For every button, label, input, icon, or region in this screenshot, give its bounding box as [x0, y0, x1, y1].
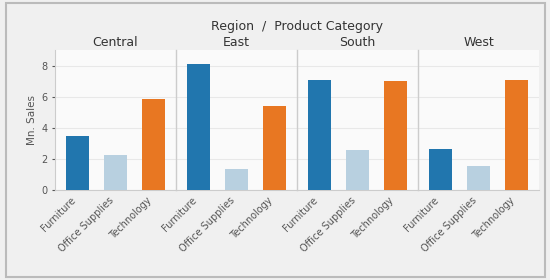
- Bar: [309, 80, 331, 190]
- Bar: [263, 106, 285, 190]
- Bar: [188, 64, 210, 190]
- Bar: [142, 99, 164, 190]
- Bar: [225, 169, 248, 190]
- Title: West: West: [463, 36, 494, 49]
- Bar: [467, 165, 490, 190]
- Title: East: East: [223, 36, 250, 49]
- Y-axis label: Mn. Sales: Mn. Sales: [27, 95, 37, 145]
- Bar: [384, 81, 406, 190]
- Title: Central: Central: [93, 36, 138, 49]
- Bar: [346, 150, 369, 190]
- Bar: [505, 80, 527, 190]
- Bar: [430, 149, 452, 190]
- Bar: [104, 155, 127, 190]
- Text: Region  /  Product Category: Region / Product Category: [211, 20, 383, 32]
- Title: South: South: [339, 36, 376, 49]
- Bar: [67, 136, 89, 190]
